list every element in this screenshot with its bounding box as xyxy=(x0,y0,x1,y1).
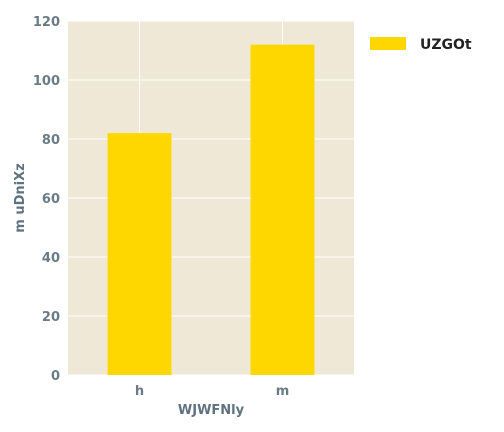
y-tick-label: 0 xyxy=(51,369,60,384)
y-axis-ticks: 0 20 40 60 80 100 120 xyxy=(33,15,60,384)
x-tick-label: m xyxy=(276,384,290,399)
bar-m xyxy=(250,44,315,375)
y-tick-label: 120 xyxy=(33,15,60,30)
y-tick-label: 80 xyxy=(42,133,60,148)
y-axis-label: m uDniXz xyxy=(13,163,28,232)
x-axis-label: WJWFNly xyxy=(178,403,245,418)
bars xyxy=(107,44,315,375)
legend: UZGOt xyxy=(370,37,472,53)
x-tick-label: h xyxy=(135,384,144,399)
legend-swatch xyxy=(370,37,406,50)
y-tick-label: 20 xyxy=(42,310,60,325)
y-tick-label: 100 xyxy=(33,74,60,89)
y-tick-label: 60 xyxy=(42,192,60,207)
legend-label: UZGOt xyxy=(420,37,472,53)
bar-h xyxy=(107,133,172,375)
y-tick-label: 40 xyxy=(42,251,60,266)
